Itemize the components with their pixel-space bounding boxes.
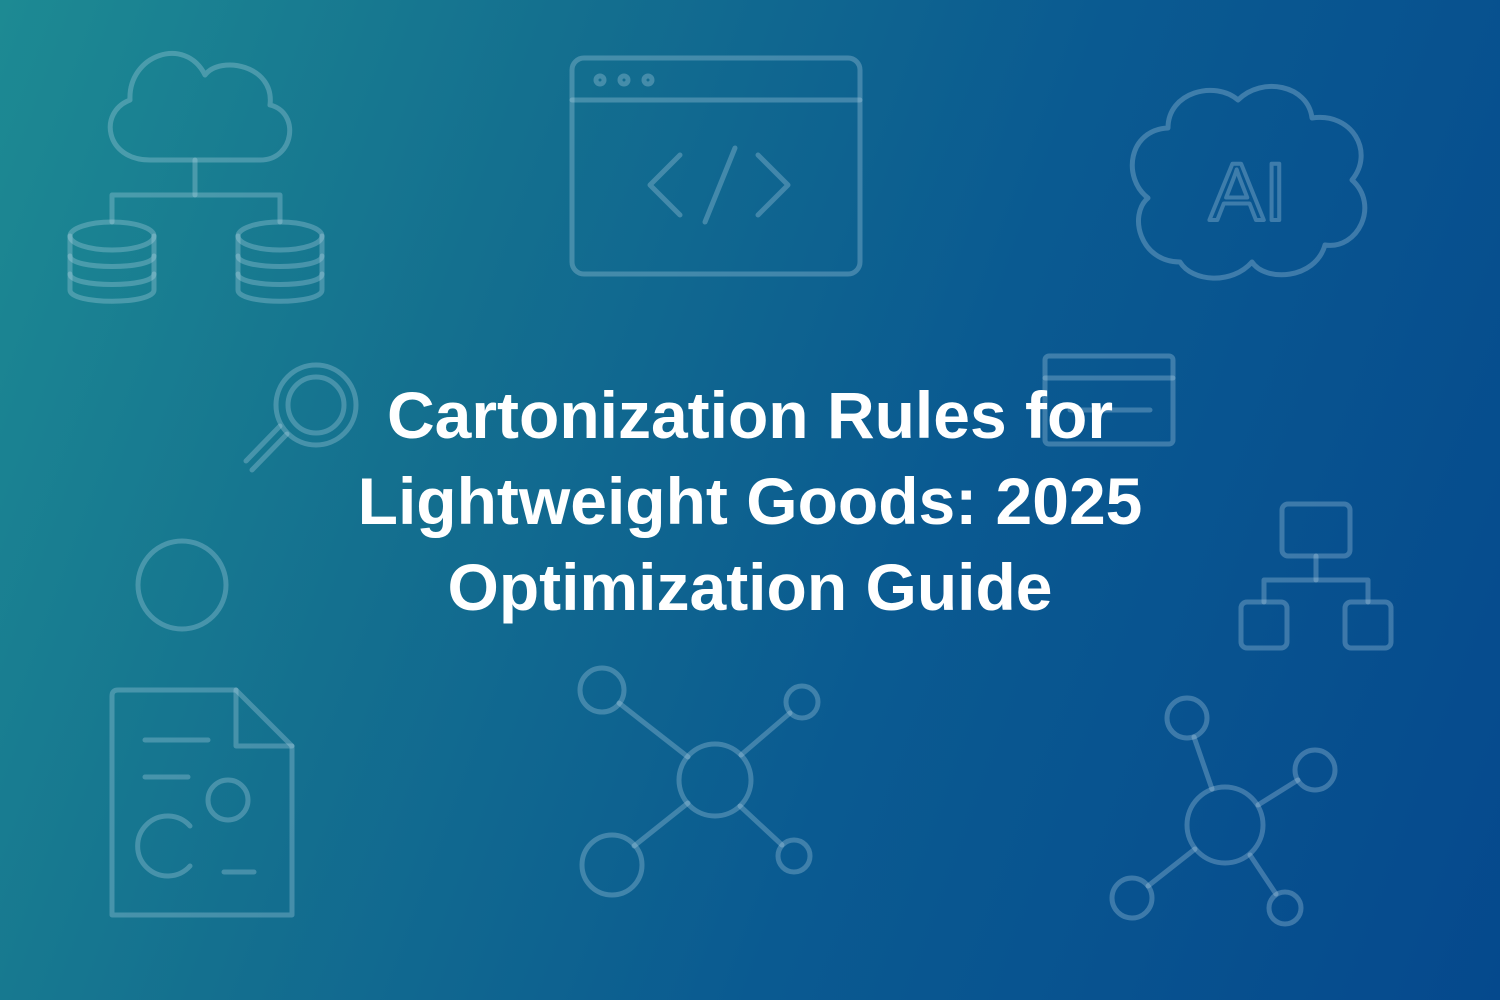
circle-icon <box>135 538 229 632</box>
document-icon <box>109 687 295 918</box>
browser-code-icon <box>569 55 863 277</box>
magnifier-icon <box>243 362 359 473</box>
network-icon <box>577 665 821 898</box>
window-icon <box>1042 353 1176 447</box>
hierarchy-icon <box>1238 501 1394 651</box>
ai-label: AI <box>1209 147 1286 238</box>
cloud-database-icon <box>67 50 325 304</box>
page-title: Cartonization Rules for Lightweight Good… <box>357 378 1143 624</box>
ai-cloud-icon: AI <box>1129 83 1368 281</box>
network-icon <box>1109 695 1338 927</box>
